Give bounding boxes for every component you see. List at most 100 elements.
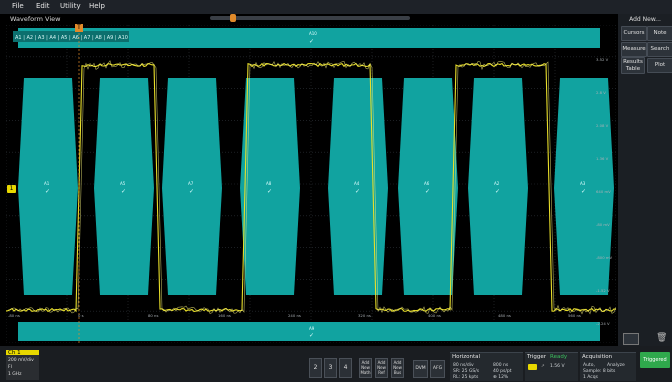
horizontal-scale: 80 ns/div bbox=[453, 363, 474, 368]
results-table-button[interactable]: Results Table bbox=[621, 57, 645, 74]
add-ref-l3: Ref bbox=[376, 370, 387, 375]
acquisition-count: 1 Acqs bbox=[583, 375, 598, 380]
plot-button[interactable]: Plot bbox=[647, 58, 672, 73]
horizontal-sample-rate: SR: 25 GS/s bbox=[453, 369, 479, 374]
mask-top-check-icon: ✓ bbox=[309, 38, 314, 45]
mask-pass-check-icon: ✓ bbox=[267, 188, 272, 195]
trigger-source-icon bbox=[528, 364, 537, 370]
horizontal-record-length: RL: 25 kpts bbox=[453, 375, 478, 380]
trigger-title: Trigger bbox=[527, 354, 546, 360]
mask-segment-label: A7 bbox=[188, 181, 194, 186]
trigger-state: Ready bbox=[550, 354, 567, 360]
acquisition-badge[interactable]: Acquisition Auto, Analyze Sample: 8 bits… bbox=[580, 352, 636, 381]
triggered-status[interactable]: Triggered bbox=[640, 352, 670, 368]
search-button[interactable]: Search bbox=[647, 42, 672, 57]
ch1-scale: 200 mV/div bbox=[8, 358, 34, 363]
mask-segment-label: A1 bbox=[44, 181, 50, 186]
acquisition-analyze: Analyze bbox=[607, 363, 625, 368]
mask-segment-a1[interactable] bbox=[18, 78, 78, 295]
horizontal-resolution: 40 ps/pt bbox=[493, 369, 512, 374]
channel-2-button[interactable]: 2 bbox=[309, 358, 322, 378]
dvm-button[interactable]: DVM bbox=[413, 360, 428, 378]
mask-bottom-check-icon: ✓ bbox=[309, 332, 314, 339]
mask-pass-check-icon: ✓ bbox=[425, 188, 430, 195]
time-tick-label: -80 ns bbox=[8, 313, 20, 318]
voltage-tick-label: 640 mV bbox=[596, 189, 611, 194]
mask-segment-a3[interactable] bbox=[554, 78, 614, 295]
mask-pass-check-icon: ✓ bbox=[495, 188, 500, 195]
mask-pass-check-icon: ✓ bbox=[581, 188, 586, 195]
menu-edit[interactable]: Edit bbox=[36, 2, 50, 10]
acquisition-title: Acquisition bbox=[582, 354, 612, 360]
afg-button[interactable]: AFG bbox=[430, 360, 445, 378]
mask-segment-a2[interactable] bbox=[468, 78, 528, 295]
mask-pass-check-icon: ✓ bbox=[355, 188, 360, 195]
ch1-coupling: FI bbox=[8, 365, 12, 370]
mask-segment-label: A6 bbox=[424, 181, 430, 186]
mask-segment-a5[interactable] bbox=[94, 78, 154, 295]
mask-segment-label: A5 bbox=[120, 181, 126, 186]
add-new-math-button[interactable]: Add New Math bbox=[359, 358, 372, 378]
mask-pass-check-icon: ✓ bbox=[189, 188, 194, 195]
time-tick-label: 240 ns bbox=[288, 313, 301, 318]
channel-4-button[interactable]: 4 bbox=[339, 358, 352, 378]
acquisition-sample: Sample: 8 bits bbox=[583, 369, 615, 374]
add-new-ref-button[interactable]: Add New Ref bbox=[375, 358, 388, 378]
horizontal-badge[interactable]: Horizontal 80 ns/div 800 ns SR: 25 GS/s … bbox=[450, 352, 523, 381]
mask-segment-a7[interactable] bbox=[162, 78, 222, 295]
voltage-tick-label: 2.8 V bbox=[596, 90, 606, 95]
mask-pass-check-icon: ✓ bbox=[45, 188, 50, 195]
time-tick-label: 400 ns bbox=[428, 313, 441, 318]
mask-bottom-label: A9 bbox=[309, 326, 315, 331]
mask-segment-a6[interactable] bbox=[398, 78, 458, 295]
time-tick-label: 80 ns bbox=[148, 313, 158, 318]
add-new-title: Add New... bbox=[620, 16, 670, 23]
voltage-tick-label: -80 mV bbox=[596, 222, 610, 227]
measure-button[interactable]: Measure bbox=[621, 42, 647, 57]
mask-pass-check-icon: ✓ bbox=[121, 188, 126, 195]
voltage-tick-label: 2.08 V bbox=[596, 123, 609, 128]
trigger-badge[interactable]: Trigger Ready ↗ 1.56 V bbox=[525, 352, 578, 381]
mask-label: A1 | A2 | A3 | A4 | A5 | A6 | A7 | A8 | … bbox=[15, 35, 128, 41]
mask-segment-label: A3 bbox=[580, 181, 586, 186]
mask-segment-label: A4 bbox=[354, 181, 360, 186]
voltage-tick-label: 3.52 V bbox=[596, 57, 609, 62]
ch1-bandwidth: 1 GHz bbox=[8, 372, 22, 377]
voltage-tick-label: -2.24 V bbox=[596, 321, 610, 326]
trigger-marker[interactable]: T bbox=[75, 24, 83, 32]
horizontal-title: Horizontal bbox=[452, 354, 480, 360]
waveform-view-title: Waveform View bbox=[10, 15, 61, 23]
cursors-button[interactable]: Cursors bbox=[621, 26, 647, 41]
time-overview-scrollbar[interactable] bbox=[210, 16, 410, 20]
trigger-position-knob[interactable] bbox=[230, 14, 236, 22]
waveform-plot[interactable]: A1 | A2 | A3 | A4 | A5 | A6 | A7 | A8 | … bbox=[6, 25, 616, 343]
time-tick-label: 560 ns bbox=[568, 313, 581, 318]
horizontal-duration: 800 ns bbox=[493, 363, 508, 368]
menu-bar: File Edit Utility Help bbox=[0, 0, 672, 14]
time-tick-label: 320 ns bbox=[358, 313, 371, 318]
add-new-bus-button[interactable]: Add New Bus bbox=[391, 358, 404, 378]
voltage-tick-label: -800 mV bbox=[596, 255, 613, 260]
mask-top-label: A10 bbox=[309, 31, 317, 36]
time-tick-label: 480 ns bbox=[498, 313, 511, 318]
acquisition-mode: Auto, bbox=[583, 363, 595, 368]
ch1-badge[interactable]: Ch 1 200 mV/div FI 1 GHz bbox=[6, 350, 39, 380]
voltage-tick-label: 1.36 V bbox=[596, 156, 609, 161]
time-tick-label: 0 s bbox=[78, 313, 84, 318]
trigger-level: 1.56 V bbox=[550, 364, 565, 369]
trash-icon[interactable]: 🗑 bbox=[656, 332, 666, 344]
voltage-tick-label: -1.52 V bbox=[596, 288, 610, 293]
ch1-offset-marker[interactable]: 1 bbox=[7, 185, 16, 193]
menu-file[interactable]: File bbox=[12, 2, 24, 10]
trigger-slope-icon: ↗ bbox=[541, 364, 545, 369]
ch1-label: Ch 1 bbox=[8, 350, 21, 356]
add-bus-l3: Bus bbox=[392, 370, 403, 375]
menu-help[interactable]: Help bbox=[89, 2, 105, 10]
zoom-icon[interactable] bbox=[623, 333, 639, 345]
mask-segment-a4[interactable] bbox=[328, 78, 388, 295]
add-math-l3: Math bbox=[360, 370, 371, 375]
menu-utility[interactable]: Utility bbox=[60, 2, 81, 10]
channel-3-button[interactable]: 3 bbox=[324, 358, 337, 378]
note-button[interactable]: Note bbox=[647, 26, 672, 41]
mask-segment-label: A2 bbox=[494, 181, 500, 186]
